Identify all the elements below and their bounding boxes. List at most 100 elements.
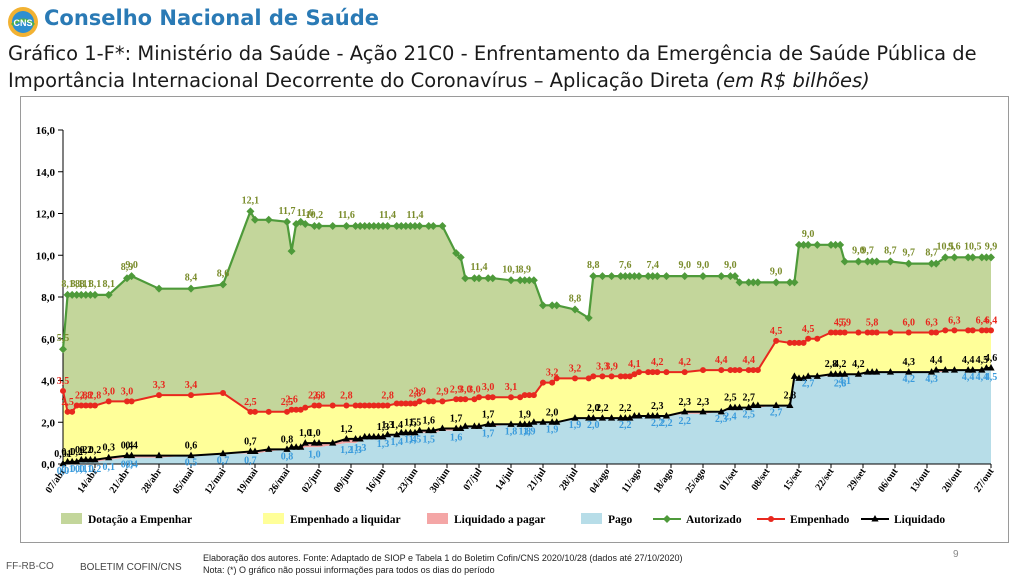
- data-label-empenhado: 4,4: [742, 355, 755, 366]
- marker-empenhado: [508, 394, 514, 401]
- marker-empenhado: [631, 371, 638, 378]
- legend-empenhado-a-liquidar-label: Empenhado a liquidar: [290, 514, 401, 526]
- marker-empenhado: [453, 396, 460, 403]
- data-label-empenhado: 2,8: [89, 391, 102, 402]
- data-label-empenhado: 4,5: [834, 317, 847, 328]
- marker-liquidado: [982, 363, 991, 371]
- data-label-autorizado: 10,1: [502, 264, 520, 275]
- chart-frame: 0,0 2,0 4,0 6,0 8,0 10,0 12,0 14,0 16,0 07/abr 14/…: [20, 96, 1009, 543]
- marker-empenhado: [636, 369, 642, 376]
- marker-autorizado: [941, 253, 950, 262]
- marker-liquidado: [301, 439, 309, 446]
- marker-autorizado: [397, 222, 406, 231]
- marker-liquidado: [717, 407, 725, 415]
- marker-autorizado: [219, 280, 227, 289]
- marker-empenhado: [416, 398, 423, 405]
- data-label-empenhado: 3,0: [482, 382, 495, 393]
- x-tick-label: 23/jun: [396, 466, 421, 495]
- marker-autorizado: [680, 272, 689, 281]
- marker-autorizado: [840, 257, 849, 266]
- data-label-autorizado: 9,0: [852, 246, 865, 257]
- marker-empenhado: [384, 402, 391, 409]
- data-label-liquidado: 2,0: [587, 403, 600, 414]
- marker-autorizado: [630, 272, 639, 281]
- marker-autorizado: [264, 215, 273, 224]
- data-label-liquidado: 2,3: [678, 397, 691, 408]
- marker-autorizado: [854, 257, 863, 266]
- data-label-empenhado: 2,9: [413, 386, 426, 397]
- data-label-empenhado: 4,5: [802, 324, 815, 335]
- data-label-liquidado: 0,2: [89, 445, 102, 456]
- data-label-autorizado: 9,6: [948, 241, 961, 252]
- marker-liquidado: [795, 374, 803, 381]
- data-label-autorizado: 8,7: [884, 246, 897, 257]
- marker-autorizado: [296, 217, 305, 226]
- data-label-pago: 0,4: [125, 460, 138, 471]
- x-tick-label: 25/ago: [684, 466, 709, 495]
- marker-empenhado: [837, 329, 844, 336]
- data-label-pago: 2,4: [724, 412, 737, 423]
- x-tick-label: 04/ago: [588, 466, 613, 495]
- marker-autorizado: [699, 272, 707, 281]
- marker-autorizado: [717, 272, 726, 281]
- marker-liquidado: [617, 414, 625, 421]
- marker-liquidado: [351, 434, 360, 442]
- marker-liquidado: [927, 368, 936, 375]
- marker-liquidado: [402, 428, 410, 436]
- y-tick-label: 6,0: [41, 334, 55, 346]
- marker-empenhado: [786, 339, 793, 346]
- marker-autorizado: [836, 240, 845, 249]
- marker-autorizado: [315, 222, 323, 231]
- data-label-autorizado: 9,0: [770, 266, 783, 277]
- marker-autorizado: [653, 272, 662, 281]
- marker-empenhado: [540, 379, 546, 386]
- data-label-liquidado: 1,0: [299, 428, 312, 439]
- x-tick-label: 18/ago: [652, 466, 677, 495]
- marker-empenhado: [983, 327, 990, 334]
- x-tick-label: 05/mai: [171, 466, 197, 496]
- marker-liquidado: [699, 407, 707, 415]
- data-label-pago: 2,8: [834, 378, 847, 389]
- marker-liquidado: [219, 449, 227, 457]
- marker-autorizado: [790, 278, 799, 287]
- marker-empenhado: [457, 396, 464, 403]
- marker-autorizado: [982, 253, 991, 262]
- data-label-pago: 0,7: [244, 456, 257, 467]
- marker-liquidado: [77, 455, 85, 463]
- data-label-liquidado: 1,4: [390, 420, 403, 431]
- data-label-autorizado: 11,4: [379, 210, 396, 221]
- marker-autorizado: [415, 222, 424, 231]
- marker-liquidado: [749, 401, 757, 409]
- data-label-autorizado: 8,7: [925, 248, 938, 259]
- data-label-empenhado: 5,9: [838, 317, 851, 328]
- marker-liquidado: [59, 459, 67, 467]
- marker-liquidado: [452, 424, 460, 432]
- marker-empenhado: [732, 367, 738, 374]
- marker-autorizado: [383, 222, 392, 231]
- marker-autorizado: [374, 222, 383, 231]
- data-label-liquidado: 2,5: [724, 393, 737, 404]
- marker-empenhado: [412, 400, 418, 407]
- marker-liquidado: [470, 422, 479, 429]
- data-label-liquidado: 0,7: [244, 436, 257, 447]
- data-label-pago: 4,2: [902, 374, 915, 385]
- marker-autorizado: [283, 217, 291, 226]
- data-label-autorizado: 11,4: [407, 210, 424, 221]
- marker-autorizado: [621, 272, 630, 281]
- data-label-liquidado: 2,3: [651, 401, 664, 412]
- marker-empenhado: [572, 375, 578, 382]
- marker-liquidado: [397, 428, 405, 436]
- marker-liquidado: [630, 411, 639, 419]
- marker-autorizado: [598, 272, 607, 281]
- data-label-empenhado: 2,9: [450, 384, 463, 395]
- marker-empenhado: [64, 408, 71, 415]
- data-label-autorizado: 10,5: [964, 241, 982, 252]
- marker-empenhado: [329, 402, 336, 409]
- data-label-pago: 2,3: [715, 414, 728, 425]
- area-empenhado-a-liquidar: [63, 330, 991, 464]
- marker-liquidado: [105, 453, 113, 461]
- x-tick-label: 16/jun: [364, 466, 389, 495]
- data-label-autorizado: 5,5: [57, 333, 70, 344]
- data-label-autorizado: 8,9: [121, 262, 134, 273]
- data-label-autorizado: 9,7: [861, 246, 874, 257]
